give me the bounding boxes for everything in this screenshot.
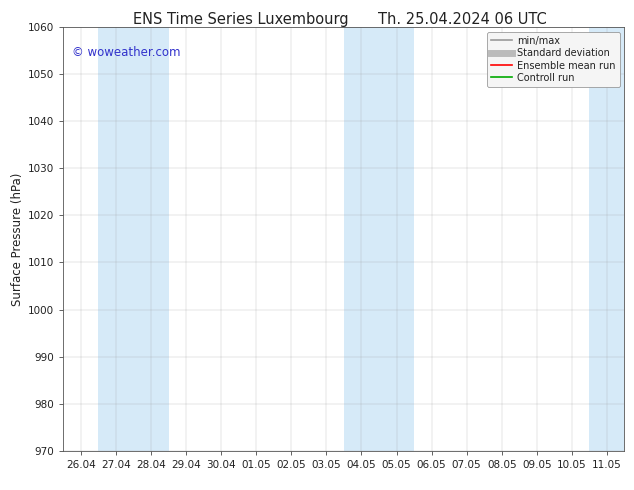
- Bar: [344, 27, 414, 451]
- Bar: [590, 27, 624, 451]
- Text: ENS Time Series Luxembourg: ENS Time Series Luxembourg: [133, 12, 349, 27]
- Text: Th. 25.04.2024 06 UTC: Th. 25.04.2024 06 UTC: [378, 12, 547, 27]
- Text: © woweather.com: © woweather.com: [72, 46, 180, 59]
- Legend: min/max, Standard deviation, Ensemble mean run, Controll run: min/max, Standard deviation, Ensemble me…: [487, 32, 619, 87]
- Bar: [98, 27, 169, 451]
- Y-axis label: Surface Pressure (hPa): Surface Pressure (hPa): [11, 172, 24, 306]
